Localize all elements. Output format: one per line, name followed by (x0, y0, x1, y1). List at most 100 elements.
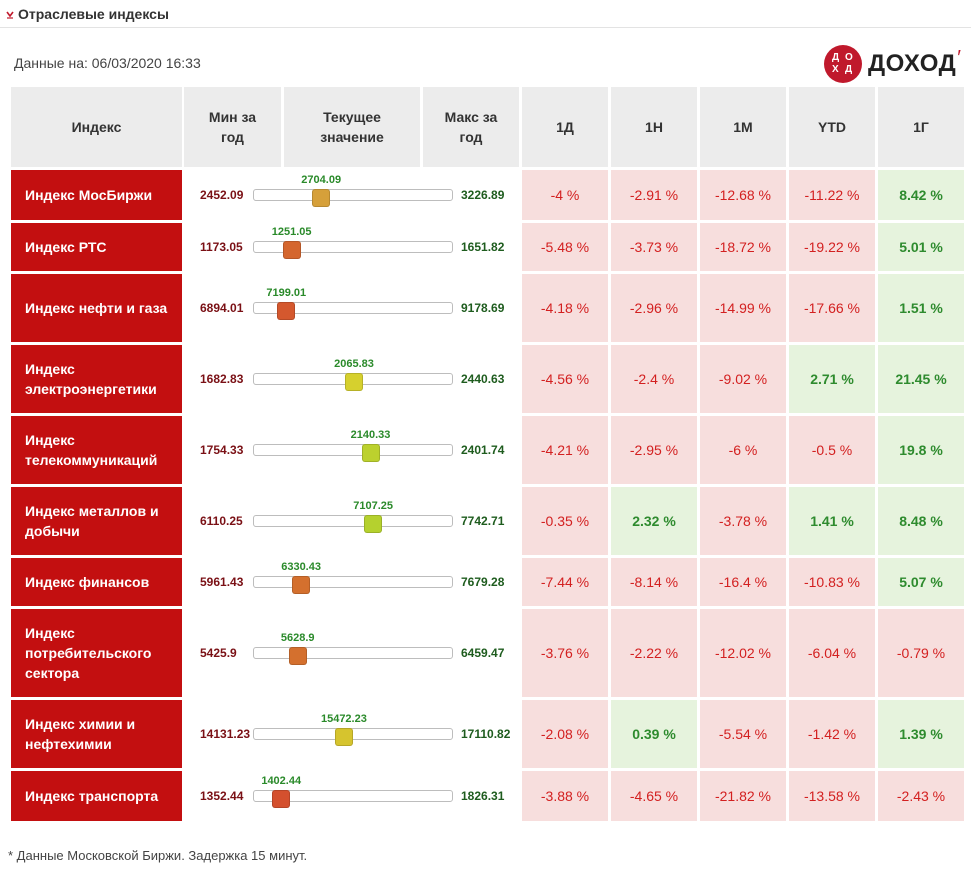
change-1d-cell: -4 % (522, 170, 608, 220)
index-name-cell[interactable]: Индекс металлов и добычи (11, 487, 182, 555)
year-min-value: 1173.05 (200, 240, 243, 254)
logo-mark-letter: Х (832, 64, 839, 75)
change-1w-cell: -2.4 % (611, 345, 697, 413)
column-header-current[interactable]: Текущее значение (284, 87, 420, 167)
dohod-logo[interactable]: Д О Х Д ДОХОД ′ (824, 44, 961, 84)
current-value-label: 2065.83 (334, 358, 374, 370)
change-1w-cell: 2.32 % (611, 487, 697, 555)
change-ytd-cell: -1.42 % (789, 700, 875, 768)
column-header-index[interactable]: Индекс (11, 87, 182, 167)
chevron-down-icon[interactable] (6, 11, 14, 19)
range-slider-thumb (364, 515, 383, 533)
change-1w-cell: 0.39 % (611, 700, 697, 768)
change-ytd-cell: 2.71 % (789, 345, 875, 413)
change-ytd-cell: -10.83 % (789, 558, 875, 606)
range-slider-thumb (282, 241, 301, 259)
year-min-value: 2452.09 (200, 188, 244, 202)
column-header-1y[interactable]: 1Г (878, 87, 964, 167)
range-slider-thumb (312, 189, 331, 207)
year-max-value: 2440.63 (461, 372, 505, 386)
range-slider-thumb (272, 790, 291, 808)
table-row: Индекс МосБиржи 2452.09 2704.09 3226.89 -4 %… (0, 170, 971, 220)
logo-mark-letter: О (845, 52, 853, 63)
change-1d-cell: -3.76 % (522, 609, 608, 697)
column-header-label: год (459, 129, 483, 145)
logo-accent-mark: ′ (957, 46, 961, 69)
change-1d-cell: -5.48 % (522, 223, 608, 271)
change-1m-cell: -16.4 % (700, 558, 786, 606)
index-name-cell[interactable]: Индекс МосБиржи (11, 170, 182, 220)
change-1m-cell: -9.02 % (700, 345, 786, 413)
change-ytd-cell: -13.58 % (789, 771, 875, 821)
column-header-label: 1Г (913, 119, 929, 135)
table-row: Индекс телекоммуникаций 1754.33 2140.33 240… (0, 416, 971, 484)
year-min-value: 1754.33 (200, 443, 244, 457)
change-ytd-cell: -0.5 % (789, 416, 875, 484)
index-name-cell[interactable]: Индекс нефти и газа (11, 274, 182, 342)
change-1y-cell: 1.51 % (878, 274, 964, 342)
year-min-value: 14131.23 (200, 727, 251, 741)
change-1w-cell: -2.95 % (611, 416, 697, 484)
current-value-label: 1251.05 (271, 226, 312, 238)
change-1y-cell: -0.79 % (878, 609, 964, 697)
column-header-label: год (221, 129, 244, 145)
change-1y-cell: 21.45 % (878, 345, 964, 413)
change-1y-cell: 8.48 % (878, 487, 964, 555)
table-row: Индекс финансов 5961.43 6330.43 7679.28 -7.4… (0, 558, 971, 606)
current-value-label: 1402.44 (261, 775, 302, 787)
column-header-label: Мин за (208, 109, 257, 125)
range-slider-thumb (334, 728, 353, 746)
range-slider-track (253, 515, 453, 527)
range-slider-track (253, 189, 453, 201)
change-1w-cell: -2.22 % (611, 609, 697, 697)
range-slider-track (253, 444, 453, 456)
year-max-value: 1651.82 (461, 240, 505, 254)
column-header-min[interactable]: Мин за год (184, 87, 281, 167)
index-name-cell[interactable]: Индекс потребительского сектора (11, 609, 182, 697)
index-name-cell[interactable]: Индекс химии и нефтехимии (11, 700, 182, 768)
change-ytd-cell: 1.41 % (789, 487, 875, 555)
change-1d-cell: -0.35 % (522, 487, 608, 555)
year-min-value: 6894.01 (200, 301, 244, 315)
column-header-max[interactable]: Макс за год (423, 87, 519, 167)
column-header-1d[interactable]: 1Д (522, 87, 608, 167)
column-header-label: 1М (733, 119, 753, 135)
index-name-cell[interactable]: Индекс РТС (11, 223, 182, 271)
change-1m-cell: -21.82 % (700, 771, 786, 821)
data-timestamp: Данные на: 06/03/2020 16:33 (14, 55, 201, 71)
range-slider-thumb (292, 576, 311, 594)
year-max-value: 3226.89 (461, 188, 505, 202)
year-max-value: 2401.74 (461, 443, 505, 457)
column-header-ytd[interactable]: YTD (789, 87, 875, 167)
change-1d-cell: -4.56 % (522, 345, 608, 413)
change-1w-cell: -2.91 % (611, 170, 697, 220)
change-1m-cell: -3.78 % (700, 487, 786, 555)
range-slider-thumb (361, 444, 380, 462)
column-header-label: Индекс (71, 119, 122, 135)
column-header-1w[interactable]: 1Н (611, 87, 697, 167)
change-1y-cell: 5.01 % (878, 223, 964, 271)
footnote: * Данные Московской Биржи. Задержка 15 м… (8, 848, 308, 863)
index-name-cell[interactable]: Индекс телекоммуникаций (11, 416, 182, 484)
current-value-label: 5628.9 (280, 632, 315, 644)
table-row: Индекс химии и нефтехимии 14131.23 15472.2… (0, 700, 971, 768)
change-1w-cell: -2.96 % (611, 274, 697, 342)
current-value-label: 2140.33 (350, 429, 391, 441)
logo-mark-icon: Д О Х Д (824, 45, 862, 83)
change-1w-cell: -4.65 % (611, 771, 697, 821)
index-name-cell[interactable]: Индекс транспорта (11, 771, 182, 821)
change-1d-cell: -3.88 % (522, 771, 608, 821)
index-name-cell[interactable]: Индекс финансов (11, 558, 182, 606)
widget-title-bar: Отраслевые индексы (0, 0, 971, 28)
year-max-value: 7742.71 (461, 514, 505, 528)
range-slider-track (253, 302, 453, 314)
column-header-1m[interactable]: 1М (700, 87, 786, 167)
table-row: Индекс потребительского сектора 5425.9 562… (0, 609, 971, 697)
change-1m-cell: -18.72 % (700, 223, 786, 271)
column-header-label: 1Д (556, 119, 574, 135)
column-header-label: YTD (818, 119, 846, 135)
index-name-cell[interactable]: Индекс электроэнергетики (11, 345, 182, 413)
range-slider-track (253, 241, 453, 253)
change-ytd-cell: -6.04 % (789, 609, 875, 697)
logo-mark-letter: Д (845, 64, 853, 75)
